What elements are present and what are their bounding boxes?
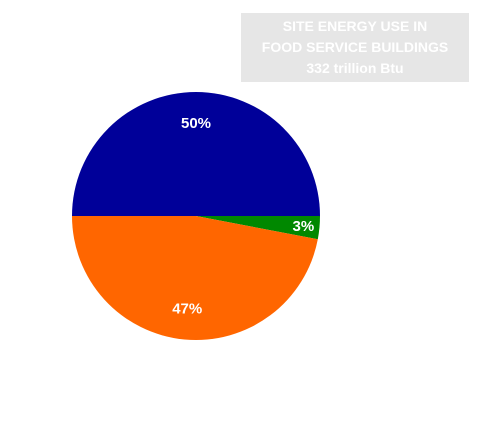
slice-label-0: 50% [181,115,211,132]
slice-label-1: 3% [293,218,315,235]
chart-title: SITE ENERGY USE IN FOOD SERVICE BUILDING… [241,13,469,82]
chart-title-line-1: SITE ENERGY USE IN [282,18,428,34]
chart-subtitle: 332 trillion Btu [306,60,404,76]
pie-slice-0 [72,92,320,216]
pie-slice-1 [196,216,320,240]
slice-label-2: 47% [172,301,202,318]
pie-slice-2 [72,216,318,340]
chart-title-line-2: FOOD SERVICE BUILDINGS [261,39,449,55]
